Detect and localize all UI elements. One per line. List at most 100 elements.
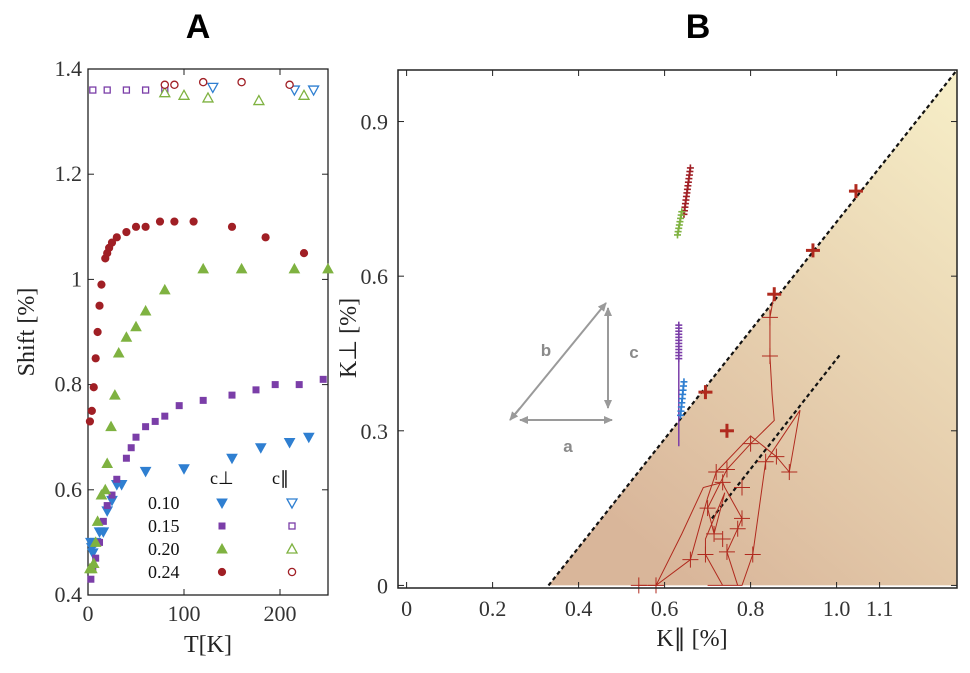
- thin-cross-point: [781, 464, 798, 481]
- panel-a-xtick-label: 100: [168, 601, 201, 626]
- panel-a-ytick-label: 1.2: [55, 161, 83, 186]
- data-point-0.15-c⊥: [103, 502, 111, 510]
- data-point-0.20-c⊥: [158, 283, 171, 295]
- panel-a-xtick-label: 0: [83, 601, 94, 626]
- panel-b-ytick-label: 0: [377, 573, 388, 598]
- panel-b-xtick-label: 0.2: [479, 596, 507, 621]
- legend-label: 0.24: [148, 562, 180, 582]
- legend-label: 0.10: [148, 493, 180, 513]
- panel-a-frame: [87, 68, 329, 596]
- data-point-0.24-c∥: [160, 80, 170, 90]
- data-point-0.24-c∥: [285, 80, 294, 90]
- legend-header-perp: c⊥: [210, 468, 234, 488]
- thin-cross-point: [648, 577, 664, 594]
- data-point-0.20-c⊥: [101, 457, 114, 468]
- data-point-0.24-c⊥: [189, 217, 198, 226]
- data-point-0.20-c⊥: [288, 262, 301, 274]
- panel-b-xtick-label: 1.0: [823, 596, 851, 621]
- axes-inset-arrows: a b c: [509, 302, 639, 456]
- data-point-0.20-c⊥: [322, 262, 334, 274]
- panel-a-ylabel: Shift [%]: [14, 288, 40, 377]
- data-point-0.15-c⊥: [271, 381, 279, 389]
- arrow-label-b: b: [541, 341, 551, 360]
- data-point-0.10-c⊥: [139, 466, 152, 478]
- panel-a-ytick-label: 0.4: [55, 582, 83, 607]
- data-point-0.24-c⊥: [227, 222, 237, 231]
- panel-a-xtick-label: 200: [264, 601, 297, 626]
- panel-b-xlabel: K∥ [%]: [656, 626, 727, 652]
- data-point-0.20-c∥: [158, 86, 171, 98]
- legend-marker-par: [285, 542, 299, 554]
- data-point-0.15-c⊥: [252, 386, 260, 394]
- thin-cross-point: [682, 551, 699, 568]
- panel-a-ytick-label: 0.6: [55, 477, 83, 502]
- data-point-0.20-c⊥: [235, 262, 248, 274]
- panel-b-xtick-label: 0: [401, 596, 412, 621]
- bold-cross-point: [848, 184, 863, 199]
- data-point-0.24-c⊥: [93, 327, 102, 337]
- thin-cross-point: [699, 500, 716, 517]
- panel-a-plot: 0 100 200 0.4 0.6 0.8 1 1.2 1.4 T[K] Shift [%] c…: [14, 56, 334, 658]
- data-point-0.20-c⊥: [87, 557, 100, 568]
- data-point-0.15-c⊥: [161, 412, 169, 420]
- cluster-point-0.24: [686, 164, 694, 172]
- panel-b-ylabel: K⊥ [%]: [336, 298, 362, 378]
- legend-marker-par: [287, 567, 297, 577]
- data-point-0.20-c⊥: [95, 489, 108, 500]
- data-point-0.24-c⊥: [141, 222, 150, 231]
- arrow-b-back: [509, 407, 521, 421]
- thin-cross-point: [757, 453, 774, 470]
- data-point-0.20-c⊥: [99, 483, 112, 495]
- panel-b-xtick-label: 0.4: [565, 596, 593, 621]
- data-point-0.15-c⊥: [151, 417, 159, 425]
- data-point-0.24-c⊥: [122, 227, 131, 237]
- data-point-0.20-c⊥: [105, 420, 117, 432]
- data-point-0.24-c∥: [170, 80, 179, 90]
- panel-b-ytick-label: 0.6: [361, 264, 389, 289]
- data-point-0.20-c⊥: [91, 515, 104, 526]
- data-point-0.15-c∥: [141, 86, 150, 94]
- cluster-point-0.15: [675, 321, 683, 329]
- data-point-0.24-c⊥: [155, 217, 165, 226]
- panel-b-ytick-label: 0.3: [361, 419, 389, 444]
- panel-b-ytick-label: 0.9: [361, 110, 389, 135]
- thin-cross-point: [761, 309, 778, 326]
- legend-label: 0.20: [148, 539, 180, 559]
- data-point-0.15-c⊥: [132, 433, 140, 441]
- data-point-0.15-c∥: [89, 86, 97, 94]
- thin-cross-point: [742, 435, 759, 452]
- legend-marker-perp: [216, 498, 228, 510]
- data-point-0.24-c⊥: [170, 217, 179, 226]
- arrow-label-c: c: [629, 343, 638, 362]
- panel-letter-a: A: [186, 8, 211, 46]
- data-point-0.24-c⊥: [91, 354, 100, 363]
- arrow-label-a: a: [563, 437, 573, 456]
- bold-cross-point: [719, 423, 734, 438]
- thin-cross-point: [706, 525, 723, 542]
- thin-cross-point: [734, 510, 750, 527]
- thin-cross-point: [761, 348, 778, 365]
- bold-cross-point: [767, 287, 782, 302]
- data-point-0.24-c∥: [237, 77, 246, 87]
- data-point-0.10-c⊥: [86, 548, 99, 559]
- data-point-0.20-c⊥: [85, 562, 98, 574]
- panel-b-xtick-label: 0.8: [737, 596, 765, 621]
- panel-letter-b: B: [686, 8, 711, 46]
- data-point-0.24-c∥: [198, 77, 208, 87]
- data-point-0.20-c∥: [297, 88, 311, 100]
- data-point-0.10-c⊥: [178, 464, 190, 475]
- panel-b-xtick-label: 1.1: [866, 596, 894, 621]
- data-point-0.20-c⊥: [197, 262, 210, 274]
- data-point-0.10-c∥: [206, 82, 219, 94]
- data-point-0.24-c⊥: [131, 222, 141, 231]
- data-point-0.20-c⊥: [89, 536, 102, 547]
- arrow-b: [511, 302, 607, 419]
- data-point-0.20-c∥: [201, 91, 215, 103]
- data-point-0.15-c∥: [103, 86, 111, 94]
- data-point-0.24-c⊥: [299, 249, 309, 258]
- legend-marker-perp: [218, 522, 226, 530]
- legend-marker-perp: [216, 542, 228, 554]
- data-point-0.20-c⊥: [139, 304, 152, 316]
- data-point-0.20-c⊥: [112, 347, 125, 358]
